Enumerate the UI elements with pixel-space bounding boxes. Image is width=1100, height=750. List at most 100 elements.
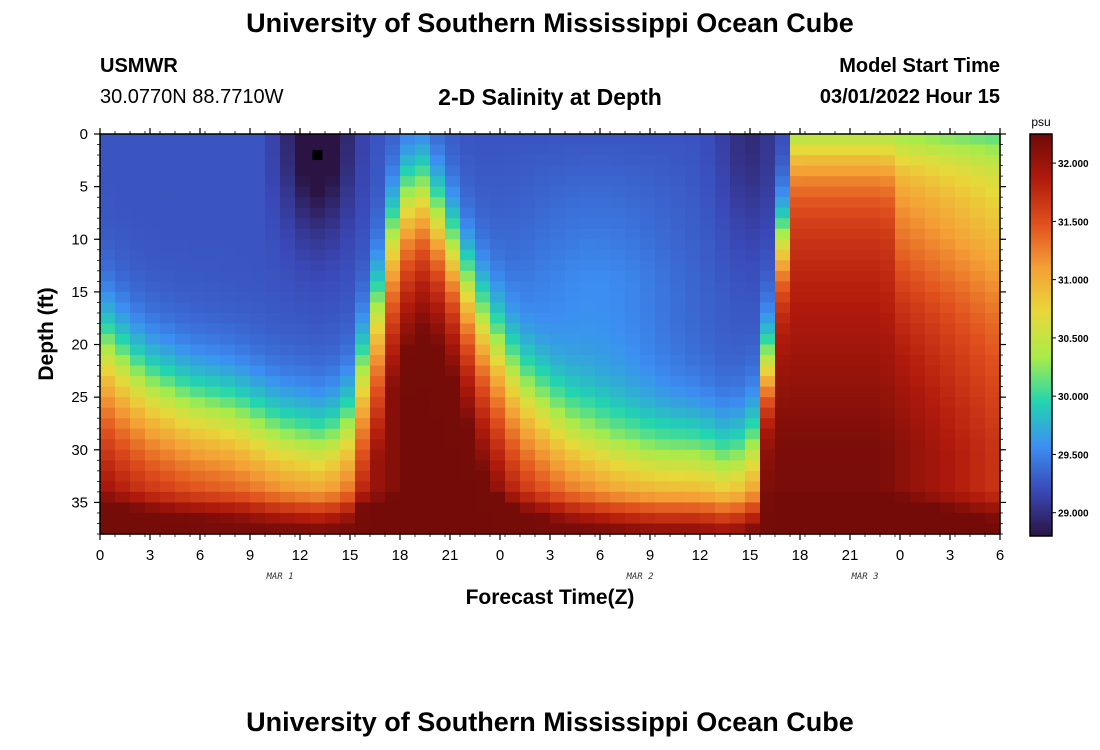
heatmap-cell <box>100 312 116 325</box>
heatmap-cell <box>775 197 791 209</box>
heatmap-cell <box>550 439 566 451</box>
heatmap-cell <box>400 344 416 356</box>
heatmap-cell <box>175 281 191 293</box>
heatmap-cell <box>160 186 176 198</box>
heatmap-cell <box>700 323 716 335</box>
heatmap-cell <box>790 428 806 440</box>
heatmap-cell <box>445 376 461 388</box>
heatmap-cell <box>565 186 581 198</box>
heatmap-cell <box>835 281 851 293</box>
heatmap-cell <box>520 460 536 472</box>
heatmap-cell <box>100 512 116 525</box>
heatmap-cell <box>715 428 731 440</box>
heatmap-cell <box>430 470 446 482</box>
heatmap-cell <box>805 176 821 188</box>
heatmap-cell <box>850 323 866 335</box>
heatmap-cell <box>385 365 401 377</box>
heatmap-cell <box>385 418 401 430</box>
heatmap-cell <box>970 460 986 472</box>
heatmap-cell <box>775 165 791 177</box>
heatmap-cell <box>205 365 221 377</box>
heatmap-cell <box>835 428 851 440</box>
heatmap-cell <box>745 249 761 261</box>
heatmap-cell <box>715 355 731 367</box>
heatmap-cell <box>790 397 806 409</box>
heatmap-cell <box>550 249 566 261</box>
heatmap-cell <box>940 449 956 461</box>
heatmap-cell <box>955 376 971 388</box>
heatmap-cell <box>685 344 701 356</box>
heatmap-cell <box>610 502 626 514</box>
heatmap-cell <box>490 407 506 419</box>
heatmap-cell <box>985 491 1001 504</box>
heatmap-cell <box>355 355 371 367</box>
heatmap-cell <box>265 502 281 514</box>
heatmap-cell <box>880 407 896 419</box>
heatmap-cell <box>670 491 686 504</box>
heatmap-cell <box>355 155 371 167</box>
heatmap-cell <box>970 218 986 230</box>
heatmap-cell <box>595 134 611 146</box>
heatmap-cell <box>820 249 836 261</box>
heatmap-cell <box>430 460 446 472</box>
heatmap-cell <box>655 302 671 314</box>
heatmap-cell <box>445 418 461 430</box>
heatmap-cell <box>880 186 896 198</box>
heatmap-cell <box>865 260 881 272</box>
heatmap-cell <box>940 502 956 514</box>
heatmap-cell <box>640 334 656 346</box>
heatmap-cell <box>340 418 356 430</box>
heatmap-cell <box>880 134 896 146</box>
heatmap-cell <box>805 460 821 472</box>
heatmap-cell <box>430 239 446 251</box>
heatmap-cell <box>670 134 686 146</box>
heatmap-cell <box>835 270 851 282</box>
heatmap-cell <box>730 281 746 293</box>
heatmap-cell <box>145 334 161 346</box>
heatmap-cell <box>235 144 251 156</box>
heatmap-cell <box>985 470 1001 482</box>
heatmap-cell <box>220 176 236 188</box>
heatmap-cell <box>715 186 731 198</box>
heatmap-cell <box>580 470 596 482</box>
heatmap-cell <box>655 218 671 230</box>
heatmap-cell <box>850 260 866 272</box>
heatmap-cell <box>595 197 611 209</box>
heatmap-cell <box>580 439 596 451</box>
heatmap-cell <box>385 449 401 461</box>
heatmap-cell <box>295 144 311 156</box>
heatmap-cell <box>190 334 206 346</box>
heatmap-cell <box>550 355 566 367</box>
heatmap-cell <box>985 239 1001 251</box>
heatmap-cell <box>955 144 971 156</box>
heatmap-cell <box>640 397 656 409</box>
heatmap-cell <box>610 334 626 346</box>
heatmap-cell <box>505 428 521 440</box>
heatmap-cell <box>685 302 701 314</box>
heatmap-cell <box>805 334 821 346</box>
heatmap-cell <box>115 365 131 377</box>
heatmap-cell <box>340 197 356 209</box>
heatmap-cell <box>385 155 401 167</box>
heatmap-cell <box>145 512 161 525</box>
heatmap-cell <box>400 270 416 282</box>
heatmap-cell <box>625 134 641 146</box>
heatmap-cell <box>370 428 386 440</box>
heatmap-cell <box>640 155 656 167</box>
heatmap-cell <box>220 260 236 272</box>
heatmap-cell <box>265 155 281 167</box>
heatmap-cell <box>160 470 176 482</box>
heatmap-cell <box>790 186 806 198</box>
heatmap-cell <box>610 428 626 440</box>
heatmap-cell <box>160 407 176 419</box>
heatmap-cell <box>280 176 296 188</box>
heatmap-cell <box>220 165 236 177</box>
heatmap-cell <box>400 260 416 272</box>
heatmap-cell <box>445 323 461 335</box>
heatmap-cell <box>730 249 746 261</box>
heatmap-cell <box>670 165 686 177</box>
heatmap-cell <box>175 407 191 419</box>
heatmap-cell <box>415 281 431 293</box>
heatmap-cell <box>880 460 896 472</box>
heatmap-cell <box>715 249 731 261</box>
